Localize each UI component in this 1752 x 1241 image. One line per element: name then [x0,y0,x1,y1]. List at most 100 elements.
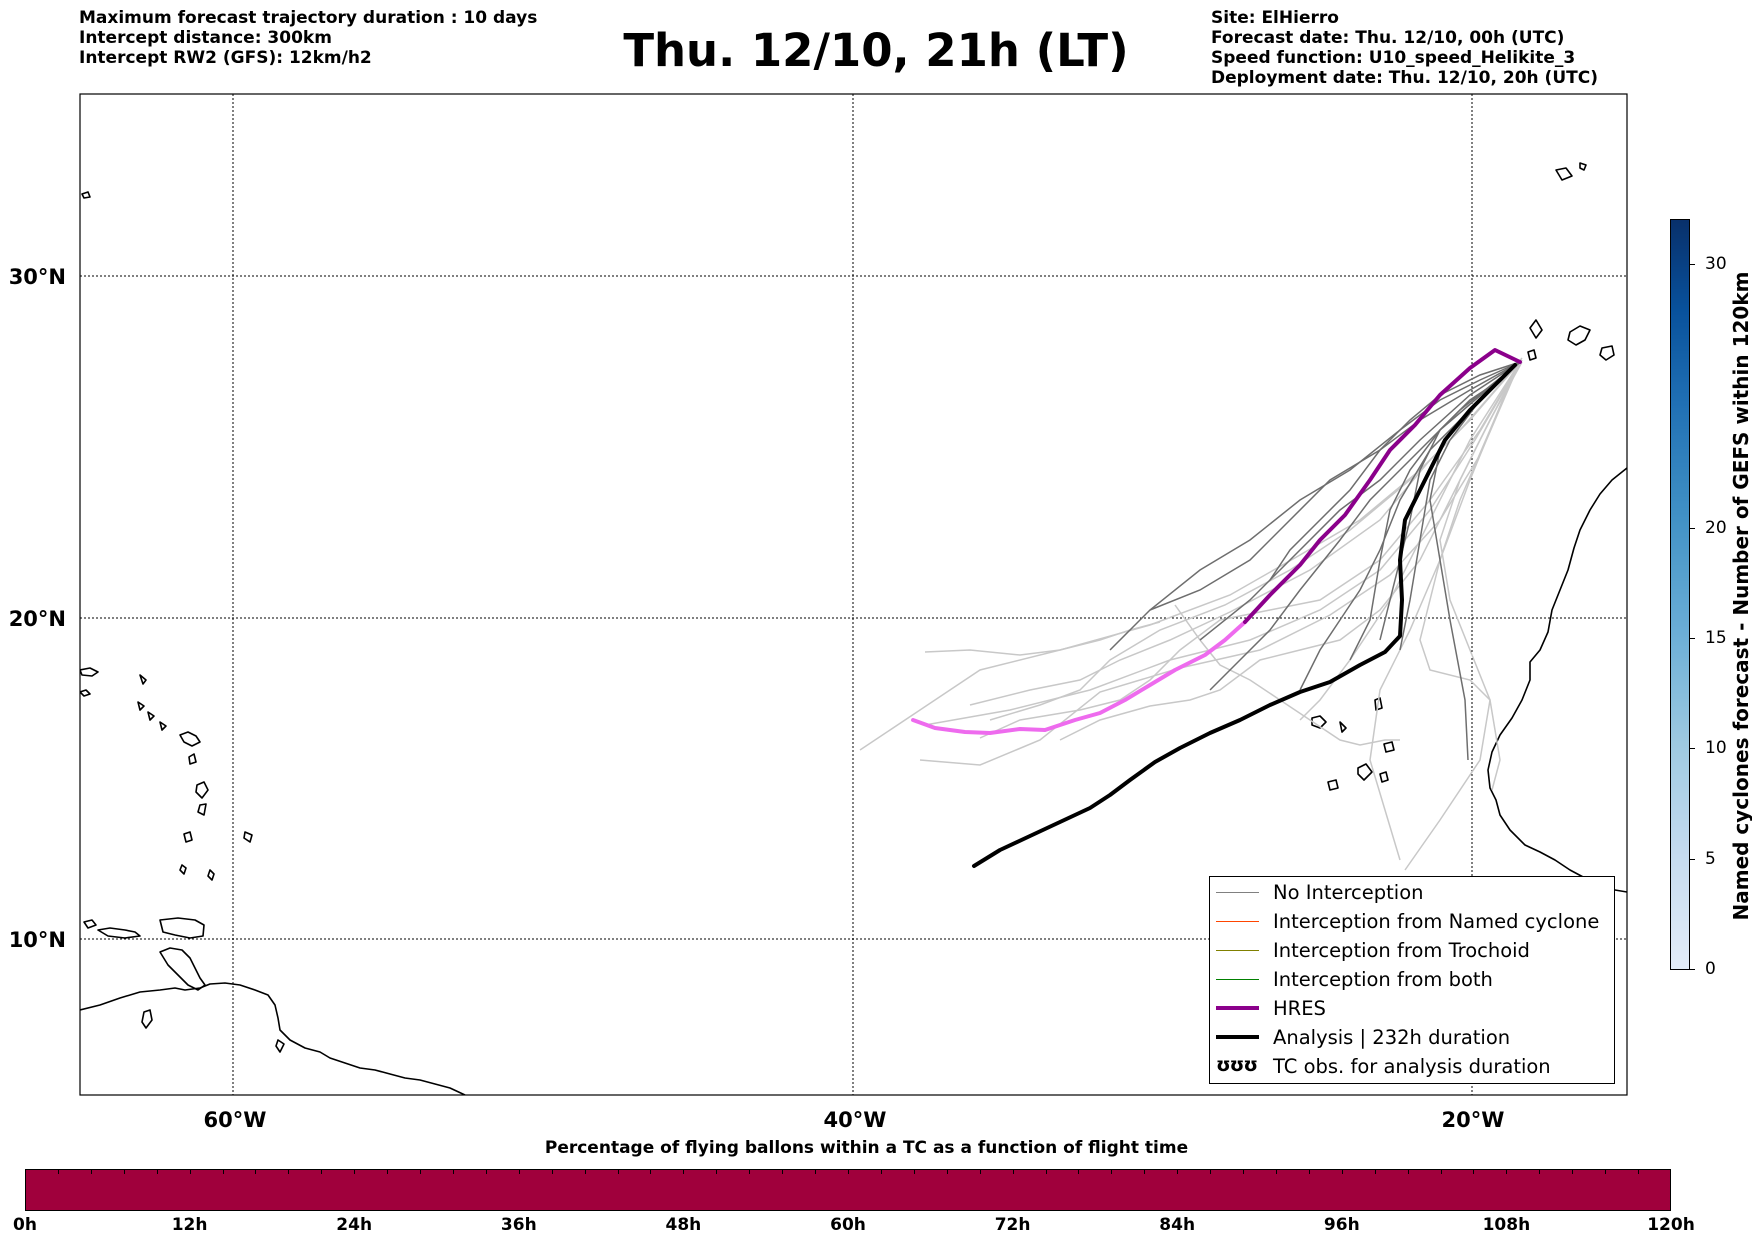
legend-label: HRES [1273,997,1326,1020]
coastlines [80,162,1627,1095]
page-title: Thu. 12/10, 21h (LT) [623,24,1129,77]
legend-swatch [1216,1035,1259,1039]
header-right-line: Deployment date: Thu. 12/10, 20h (UTC) [1211,68,1598,88]
bottom-colorbar-tick-label: 24h [336,1215,373,1235]
header-right-line: Site: ElHierro [1211,8,1339,28]
bottom-colorbar-tick-label: 12h [171,1215,208,1235]
lat-label: 30°N [9,265,66,289]
bottom-colorbar-tick-label: 36h [500,1215,537,1235]
bottom-colorbar-tick [716,1169,718,1174]
bottom-colorbar-tick [848,1169,849,1174]
bottom-colorbar-tick [1473,1169,1475,1174]
bottom-colorbar-tick [485,1169,487,1174]
legend-swatch [1216,979,1259,980]
legend-item: Interception from Named cyclone [1210,908,1614,936]
bottom-colorbar-tick [123,1169,125,1174]
bottom-colorbar-tick [1539,1169,1541,1174]
map-frame [79,93,1628,1096]
bottom-colorbar-tick [1506,1169,1508,1174]
colorbar-tick-label: 15 [1705,628,1727,648]
colorbar-tick [1690,969,1695,970]
bottom-colorbar-tick [90,1169,92,1174]
bottom-colorbar-tick [815,1169,817,1174]
bottom-colorbar-tick [1407,1169,1409,1174]
lon-label: 20°W [1442,1108,1505,1132]
colorbar-tick [1690,638,1695,639]
bottom-colorbar-tick [1045,1169,1047,1174]
bottom-colorbar-tick [1440,1169,1442,1174]
ensemble-track-dark [1349,361,1521,661]
bottom-colorbar-tick [57,1169,59,1174]
bottom-colorbar-tick [1144,1169,1146,1174]
bottom-colorbar-tick [1308,1169,1310,1174]
bottom-colorbar-tick [880,1169,882,1174]
bottom-colorbar-tick [946,1169,948,1174]
header-right-info: Site: ElHierro Forecast date: Thu. 12/10… [1211,8,1598,88]
ensemble-track-dark [1269,361,1521,581]
bottom-colorbar-tick [1111,1169,1113,1174]
header-left-line: Intercept RW2 (GFS): 12km/h2 [79,48,372,68]
ensemble-track-light [919,361,1521,766]
bottom-colorbar-tick [782,1169,784,1174]
header-right-line: Forecast date: Thu. 12/10, 00h (UTC) [1211,28,1565,48]
bottom-colorbar-tick-label: 60h [830,1215,866,1235]
bottom-colorbar-tick [321,1169,323,1174]
cyclone-colorbar [1670,219,1690,970]
legend-item: HRES [1210,995,1614,1023]
bottom-colorbar-tick [617,1169,619,1174]
hres-track-light [911,620,1247,735]
hres-track-dark [1243,348,1522,624]
colorbar-tick [1690,264,1695,265]
longitude-labels: 60°W 40°W 20°W [204,1108,1505,1132]
bottom-colorbar-tick [156,1169,158,1174]
latitude-labels: 30°N 20°N 10°N [9,265,66,952]
bottom-colorbar-tick [387,1169,389,1174]
hres-trajectory [911,348,1522,735]
analysis-trajectory [972,363,1517,868]
legend-item: No Interception [1210,879,1614,907]
legend-swatch [1216,921,1259,922]
legend-item: Interception from Trochoid [1210,937,1614,965]
ensemble-track-light [1369,361,1519,861]
colorbar-tick-label: 30 [1705,254,1727,274]
bottom-colorbar-tick [452,1169,454,1174]
colorbar-tick [1690,859,1695,860]
legend-item: Interception from both [1210,966,1614,994]
colorbar-tick-label: 20 [1705,518,1727,538]
bottom-colorbar-tick-label: 72h [994,1215,1031,1235]
header-left-line: Maximum forecast trajectory duration : 1… [79,8,538,28]
bottom-colorbar-tick [650,1169,652,1174]
ensemble-track-dark [1209,361,1521,691]
bottom-colorbar-tick-label: 48h [665,1215,702,1235]
bottom-colorbar-tick [1275,1169,1277,1174]
header-right-line: Speed function: U10_speed_Helikite_3 [1211,48,1576,68]
colorbar-tick [1690,748,1695,749]
bottom-colorbar-tick [1572,1169,1574,1174]
legend-item: Analysis | 232h duration [1210,1024,1614,1052]
bottom-colorbar-tick-label: 96h [1323,1215,1360,1235]
ensemble-track-light [1439,361,1523,791]
ensemble-trajectories [859,357,1523,871]
legend-label: TC obs. for analysis duration [1273,1055,1551,1078]
legend-label: Interception from Trochoid [1273,939,1530,962]
bottom-colorbar-tick [255,1169,257,1174]
colorbar-tick-label: 10 [1705,738,1727,758]
colorbar-tick-label: 0 [1705,959,1716,979]
bottom-colorbar-tick [551,1169,553,1174]
tc-obs-symbol-icon: ʊʊʊ [1216,1054,1258,1076]
bottom-colorbar-tick [1078,1169,1080,1174]
bottom-colorbar-tick [979,1169,981,1174]
bottom-colorbar-tick [420,1169,422,1174]
map-legend: No Interception Interception from Named … [1209,876,1615,1084]
bottom-colorbar-tick-label: 84h [1159,1215,1196,1235]
bottom-colorbar-tick [1638,1169,1640,1174]
colorbar-tick [1690,528,1695,529]
ensemble-track-dark [1379,361,1521,641]
colorbar-tick-label: 5 [1705,849,1716,869]
header-left-line: Intercept distance: 300km [79,28,332,48]
bottom-colorbar-tick [288,1169,290,1174]
lat-label: 20°N [9,607,66,631]
bottom-colorbar-tick-label: 0h [13,1215,37,1235]
bottom-colorbar-tick [189,1169,191,1174]
bottom-colorbar-tick [1341,1169,1343,1174]
